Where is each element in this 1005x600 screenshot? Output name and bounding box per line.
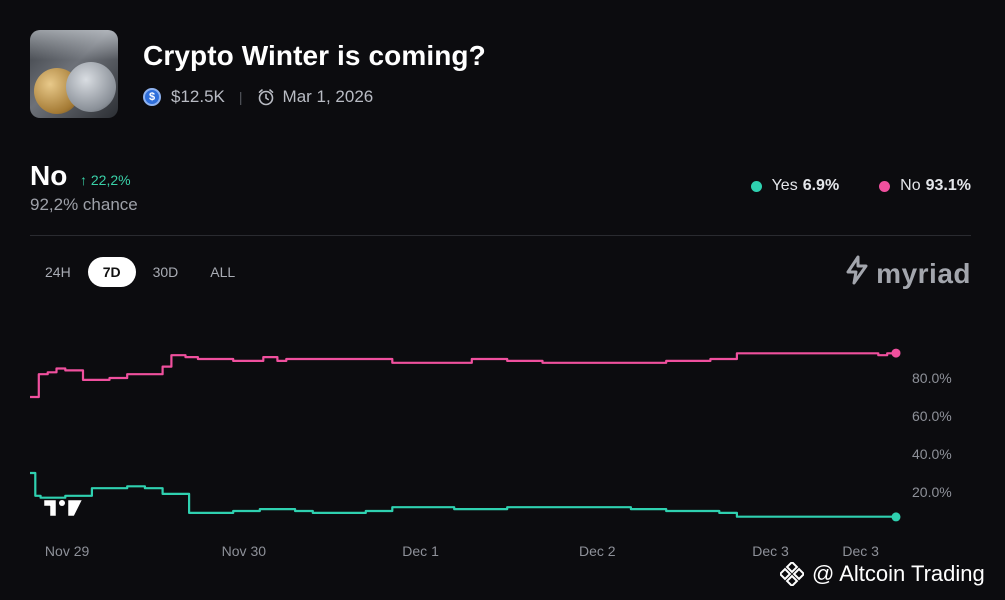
market-end-date: Mar 1, 2026: [282, 87, 374, 106]
series-end-point-no: [891, 348, 901, 358]
tab-7d[interactable]: 7D: [87, 257, 136, 287]
tab-all[interactable]: ALL: [210, 264, 236, 280]
usdc-coin-icon: $: [143, 88, 161, 106]
alarm-clock-icon: [257, 88, 275, 106]
leading-outcome: No: [30, 160, 68, 191]
x-tick-label: Dec 3: [752, 543, 789, 559]
legend-no-value: 93.1%: [925, 177, 971, 194]
meta-separator: |: [238, 89, 243, 105]
market-meta: $ $12.5K | Mar 1, 2026: [143, 87, 373, 107]
binance-diamond-icon: [780, 562, 804, 586]
legend-no: No 93.1%: [879, 177, 971, 195]
x-tick-label: Dec 2: [579, 543, 616, 559]
x-tick-label: Dec 3: [842, 543, 879, 559]
legend-yes-dot: [750, 180, 762, 192]
watermark: @ Altcoin Trading: [780, 561, 985, 587]
legend-no-label: No: [900, 177, 921, 194]
series-end-point-yes: [891, 512, 901, 522]
header-divider: [30, 235, 971, 236]
y-tick-label: 20.0%: [912, 484, 952, 500]
legend-yes-label: Yes: [771, 177, 798, 194]
series-line-yes: [30, 471, 898, 518]
tradingview-logo-icon: [42, 497, 84, 524]
market-volume: $12.5K: [171, 87, 225, 106]
time-range-tabs: 24H 7D 30D ALL: [30, 257, 252, 287]
y-tick-label: 60.0%: [912, 408, 952, 424]
x-tick-label: Dec 1: [402, 543, 439, 559]
market-thumbnail: [30, 30, 118, 118]
myriad-logo-icon: [844, 255, 876, 292]
legend-yes-value: 6.9%: [802, 177, 840, 194]
y-tick-label: 40.0%: [912, 446, 952, 462]
thumbnail-silver-coin: [66, 62, 116, 112]
brand-name: myriad: [876, 257, 971, 289]
chart-legend: Yes 6.9% No 93.1%: [750, 177, 971, 195]
tab-30d[interactable]: 30D: [152, 264, 179, 280]
x-tick-label: Nov 30: [222, 543, 267, 559]
y-tick-label: 80.0%: [912, 370, 952, 386]
watermark-text: @ Altcoin Trading: [812, 561, 985, 586]
outcome-chance: 92,2% chance: [30, 195, 138, 214]
thumbnail-snow: [30, 30, 118, 60]
market-title: Crypto Winter is coming?: [143, 40, 486, 71]
legend-yes: Yes 6.9%: [750, 177, 840, 195]
x-tick-label: Nov 29: [45, 543, 90, 559]
series-line-no: [30, 352, 898, 399]
outcome-change: ↑ 22,2%: [80, 172, 131, 188]
myriad-brand: myriad: [844, 255, 971, 292]
legend-no-dot: [879, 180, 891, 192]
tab-24h[interactable]: 24H: [45, 264, 71, 280]
